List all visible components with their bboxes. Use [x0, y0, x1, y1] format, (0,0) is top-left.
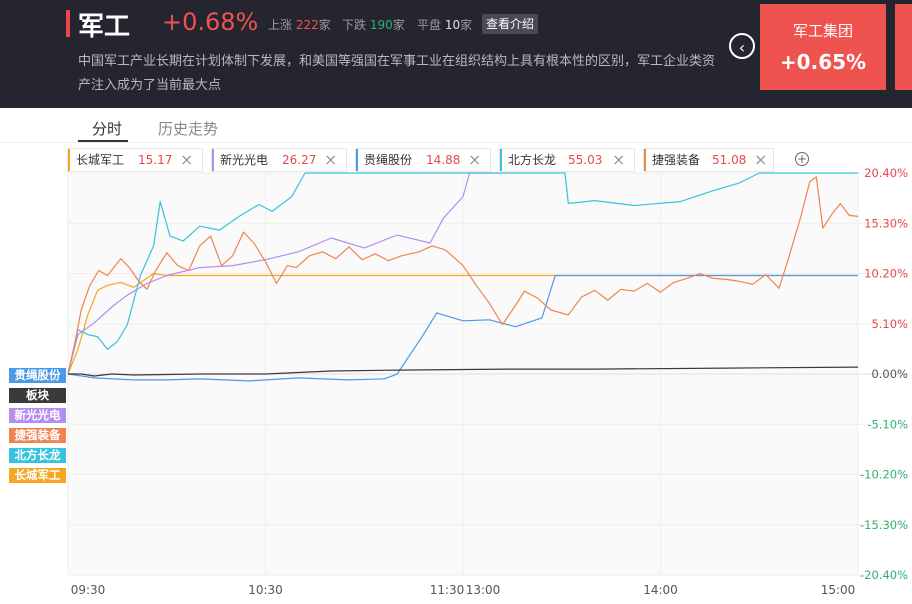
chip-price: 51.08: [712, 153, 747, 167]
y-tick-label: 20.40%: [864, 166, 908, 180]
close-icon[interactable]: ×: [468, 150, 482, 169]
chip-color-bar: [356, 149, 358, 171]
legend-item: 新光光电: [9, 408, 66, 423]
chip-color-bar: [212, 149, 214, 171]
x-tick-label: 11:30: [430, 583, 465, 597]
down-stat: 下跌 190家: [342, 18, 405, 32]
chip-stock-4[interactable]: 捷强装备 51.08 ×: [643, 148, 774, 172]
x-tick-label: 14:00: [643, 583, 678, 597]
y-tick-label: -5.10%: [867, 417, 908, 431]
chip-price: 55.03: [568, 153, 603, 167]
x-tick-label: 13:00: [466, 583, 501, 597]
x-tick-label: 10:30: [248, 583, 283, 597]
series-line: [67, 176, 859, 375]
chip-stock-0[interactable]: 长城军工 15.17 ×: [67, 148, 203, 172]
sector-title: 军工: [78, 12, 131, 42]
close-icon[interactable]: ×: [612, 150, 626, 169]
y-tick-label: -15.30%: [860, 518, 908, 532]
chip-price: 14.88: [426, 153, 461, 167]
chip-color-bar: [644, 149, 646, 171]
chip-name: 北方长龙: [508, 153, 557, 167]
tabs-divider: [0, 142, 912, 143]
legend-item: 北方长龙: [9, 448, 66, 463]
legend-item: 捷强装备: [9, 428, 66, 443]
chip-color-bar: [68, 149, 70, 171]
y-tick-label: -20.40%: [860, 568, 908, 582]
chip-stock-1[interactable]: 新光光电 26.27 ×: [211, 148, 347, 172]
flat-stat: 平盘 10家: [417, 18, 473, 32]
y-tick-label: 10.20%: [864, 267, 908, 281]
x-tick-label: 15:00: [821, 583, 856, 597]
chip-price: 15.17: [138, 153, 173, 167]
card-sector-name: 军工集团: [792, 22, 853, 40]
x-tick-label: 09:30: [71, 583, 106, 597]
y-tick-label: 15.30%: [864, 216, 908, 230]
close-icon[interactable]: ×: [754, 150, 768, 169]
chip-color-bar: [500, 149, 502, 171]
close-icon[interactable]: ×: [324, 150, 338, 169]
y-tick-label: 5.10%: [871, 317, 908, 331]
plus-circle-icon[interactable]: +: [795, 152, 809, 166]
chip-name: 新光光电: [220, 153, 269, 167]
title-accent-bar: [66, 10, 70, 37]
legend-item: 板块: [9, 388, 66, 403]
series-line: [67, 172, 858, 375]
chip-name: 长城军工: [76, 153, 125, 167]
chip-name: 捷强装备: [652, 153, 701, 167]
series-line: [67, 274, 858, 382]
sector-description: 中国军工产业长期在计划体制下发展，和美国等强国在军事工业在组织结构上具有根本性的…: [78, 54, 716, 93]
chevron-left-icon[interactable]: ‹: [729, 33, 755, 59]
y-tick-label: 0.00%: [871, 367, 908, 381]
sector-change: +0.68%: [162, 8, 259, 36]
series-line: [68, 366, 859, 377]
chip-price: 26.27: [282, 153, 317, 167]
chip-name: 贵绳股份: [364, 153, 413, 167]
chip-stock-2[interactable]: 贵绳股份 14.88 ×: [355, 148, 491, 172]
close-icon[interactable]: ×: [180, 150, 194, 169]
related-sector-card[interactable]: 军工集团 +0.65%: [760, 4, 886, 90]
legend-item: 贵绳股份: [9, 368, 66, 383]
y-tick-label: -10.20%: [860, 468, 908, 482]
card-sector-change: +0.65%: [779, 50, 867, 74]
legend-item: 长城军工: [9, 468, 66, 483]
next-card-edge[interactable]: [895, 4, 912, 90]
view-intro-button[interactable]: 查看介绍: [482, 14, 539, 34]
active-tab-indicator: [78, 140, 128, 142]
chip-stock-3[interactable]: 北方长龙 55.03 ×: [499, 148, 635, 172]
series-line: [67, 172, 500, 375]
up-stat: 上涨 222家: [268, 18, 331, 32]
tab-intraday[interactable]: 分时: [92, 120, 123, 138]
tab-history[interactable]: 历史走势: [158, 120, 219, 138]
